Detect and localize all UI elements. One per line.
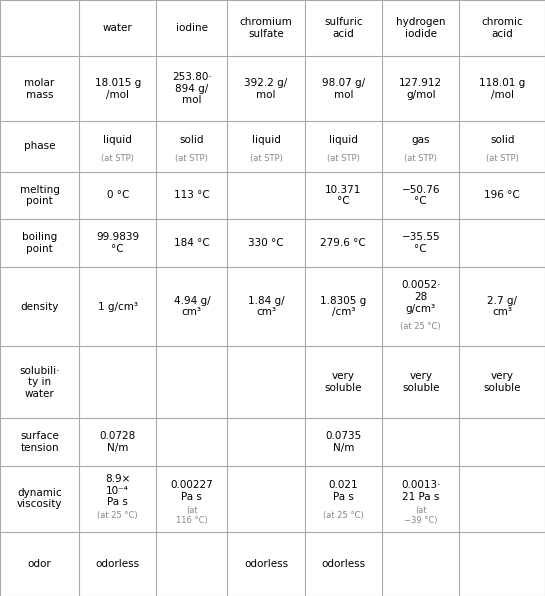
Text: chromium
sulfate: chromium sulfate [240,17,292,39]
Text: odorless: odorless [322,559,365,569]
Text: 253.80·
894 g/
mol: 253.80· 894 g/ mol [172,72,211,105]
Text: 99.9839
°C: 99.9839 °C [96,232,140,254]
Text: hydrogen
iodide: hydrogen iodide [396,17,445,39]
Text: 118.01 g
/mol: 118.01 g /mol [479,78,525,100]
Text: gas: gas [411,135,430,145]
Text: 113 °C: 113 °C [174,190,210,200]
Text: 279.6 °C: 279.6 °C [320,238,366,248]
Text: chromic
acid: chromic acid [481,17,523,39]
Text: (at STP): (at STP) [101,154,134,163]
Text: water: water [103,23,132,33]
Text: (at
116 °C): (at 116 °C) [176,505,208,525]
Text: sulfuric
acid: sulfuric acid [324,17,362,39]
Text: 0.0728
N/m: 0.0728 N/m [100,431,136,452]
Text: phase: phase [24,141,55,151]
Text: 184 °C: 184 °C [174,238,210,248]
Text: 0.0052·
28
g/cm³: 0.0052· 28 g/cm³ [401,281,440,313]
Text: (at STP): (at STP) [250,154,282,163]
Text: (at
−39 °C): (at −39 °C) [404,505,438,525]
Text: iodine: iodine [176,23,208,33]
Text: boiling
point: boiling point [22,232,57,254]
Text: odorless: odorless [244,559,288,569]
Text: very
soluble: very soluble [325,371,362,393]
Text: melting
point: melting point [20,185,59,206]
Text: very
soluble: very soluble [483,371,521,393]
Text: 0.0013·
21 Pa s: 0.0013· 21 Pa s [401,480,440,501]
Text: 1.84 g/
cm³: 1.84 g/ cm³ [247,296,284,318]
Text: (at 25 °C): (at 25 °C) [323,511,364,520]
Text: 1 g/cm³: 1 g/cm³ [98,302,138,312]
Text: 0.0735
N/m: 0.0735 N/m [325,431,361,452]
Text: liquid: liquid [252,135,280,145]
Text: 18.015 g
/mol: 18.015 g /mol [95,78,141,100]
Text: surface
tension: surface tension [20,431,59,452]
Text: 2.7 g/
cm³: 2.7 g/ cm³ [487,296,517,318]
Text: liquid: liquid [104,135,132,145]
Text: solubili·
ty in
water: solubili· ty in water [19,365,60,399]
Text: very
soluble: very soluble [402,371,439,393]
Text: 127.912
g/mol: 127.912 g/mol [399,78,443,100]
Text: odor: odor [28,559,51,569]
Text: molar
mass: molar mass [25,78,54,100]
Text: 10.371
°C: 10.371 °C [325,185,361,206]
Text: (at 25 °C): (at 25 °C) [98,511,138,520]
Text: −35.55
°C: −35.55 °C [402,232,440,254]
Text: (at 25 °C): (at 25 °C) [401,322,441,331]
Text: (at STP): (at STP) [404,154,437,163]
Text: odorless: odorless [96,559,140,569]
Text: solid: solid [490,135,514,145]
Text: 0 °C: 0 °C [106,190,129,200]
Text: 1.8305 g
/cm³: 1.8305 g /cm³ [320,296,366,318]
Text: 392.2 g/
mol: 392.2 g/ mol [244,78,288,100]
Text: solid: solid [180,135,204,145]
Text: 330 °C: 330 °C [248,238,284,248]
Text: 196 °C: 196 °C [485,190,520,200]
Text: 98.07 g/
mol: 98.07 g/ mol [322,78,365,100]
Text: 4.94 g/
cm³: 4.94 g/ cm³ [173,296,210,318]
Text: liquid: liquid [329,135,358,145]
Text: (at STP): (at STP) [327,154,360,163]
Text: 0.021
Pa s: 0.021 Pa s [329,480,358,501]
Text: density: density [20,302,59,312]
Text: −50.76
°C: −50.76 °C [402,185,440,206]
Text: (at STP): (at STP) [175,154,208,163]
Text: 8.9×
10⁻⁴
Pa s: 8.9× 10⁻⁴ Pa s [105,474,130,507]
Text: dynamic
viscosity: dynamic viscosity [17,488,62,510]
Text: 0.00227
Pa s: 0.00227 Pa s [171,480,213,501]
Text: (at STP): (at STP) [486,154,519,163]
